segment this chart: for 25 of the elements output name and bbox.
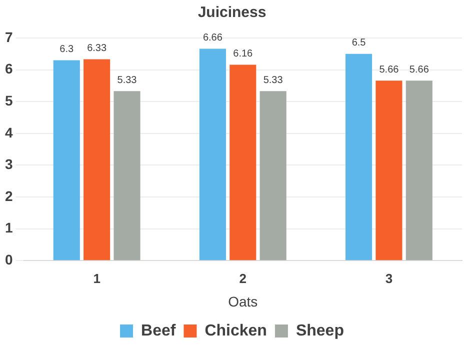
- data-label: 6.66: [202, 32, 223, 44]
- x-axis-title: Oats: [228, 293, 258, 310]
- data-label: 6.5: [352, 38, 366, 49]
- chart-title: Juiciness: [198, 4, 266, 22]
- x-tick-label: 3: [385, 270, 393, 286]
- data-label: 5.66: [379, 64, 400, 76]
- y-tick-label: 1: [4, 220, 13, 236]
- y-tick-label: 5: [4, 92, 13, 108]
- y-tick-label: 6: [4, 60, 13, 77]
- legend-label: Sheep: [296, 322, 344, 340]
- y-tick-label: 0: [4, 251, 13, 268]
- data-label: 6.3: [60, 44, 74, 56]
- data-label: 5.66: [409, 64, 430, 76]
- y-tick-label: 2: [4, 188, 13, 204]
- legend-label: Chicken: [204, 322, 267, 340]
- y-tick-label: 4: [4, 124, 13, 140]
- data-label: 6.33: [87, 43, 107, 54]
- data-label: 5.33: [263, 74, 284, 86]
- legend-label: Beef: [141, 322, 176, 340]
- x-tick-label: 2: [239, 270, 247, 286]
- x-tick-label: 1: [93, 270, 100, 286]
- data-label: 5.33: [117, 74, 138, 86]
- data-label: 6.16: [233, 48, 254, 60]
- y-tick-label: 3: [4, 156, 13, 172]
- y-tick-label: 7: [4, 28, 13, 45]
